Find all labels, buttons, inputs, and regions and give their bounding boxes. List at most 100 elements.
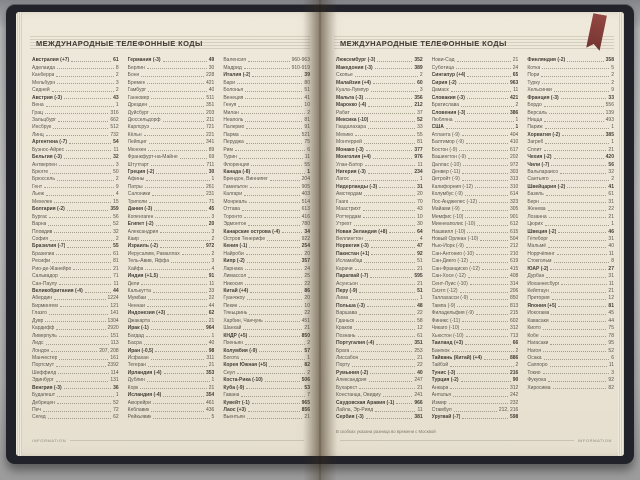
city-code-row: Загреб 1 — [527, 138, 614, 145]
left-page-header: МЕЖДУНАРОДНЫЕ ТЕЛЕФОННЫЕ КОДЫ — [30, 36, 310, 50]
dot-leader — [567, 187, 607, 189]
place-name: Йоханнесбург — [527, 280, 560, 287]
city-code-row: Остров Тенерифе 922 — [223, 235, 310, 242]
dot-leader — [543, 150, 607, 152]
place-name: Сингапур (+4) — [431, 72, 466, 79]
dot-leader — [550, 343, 607, 345]
place-name: Дувр — [32, 317, 44, 324]
place-name: Шеффилд — [32, 369, 57, 376]
city-code-row: Филадельфия (-9) 215 — [432, 309, 519, 316]
city-code-row: Берлин 30 — [128, 63, 215, 71]
phone-code: 31 — [608, 235, 614, 242]
dot-leader — [143, 343, 207, 345]
place-name: Великобритания (-4) — [32, 288, 83, 294]
phone-code: 416 — [301, 213, 310, 220]
place-name: Гвадалахара — [336, 124, 366, 131]
place-name: Гуанчжоу — [223, 295, 245, 302]
phone-code: 966 — [414, 399, 423, 406]
place-name: Анталья — [431, 392, 451, 399]
dot-leader — [549, 113, 604, 115]
place-name: Монреаль — [223, 198, 247, 205]
city-code-row: Любляна 1 — [432, 116, 519, 123]
city-code-row: Сан-Диего (-12) 619 — [432, 257, 519, 264]
dot-leader — [370, 373, 416, 375]
city-code-row: Измир 232 — [432, 398, 519, 406]
city-code-row: Турин 11 — [223, 153, 310, 160]
phone-code: 22 — [417, 362, 423, 369]
city-code-row: Калькутта 33 — [128, 287, 215, 294]
city-code-row: Монтеррей 81 — [336, 138, 423, 145]
city-code-row: Пекин 10 — [223, 301, 310, 309]
place-name: Венгрия (-3) — [32, 384, 62, 391]
country-code-row: Ливан (-2)961 — [223, 420, 310, 423]
place-name: Македония (-3) — [336, 64, 373, 71]
city-code-row: Тегеран 21 — [128, 361, 215, 368]
dot-leader — [53, 127, 109, 129]
place-name: Калифорния (-12) — [431, 183, 473, 190]
place-name: Суботица — [431, 64, 455, 71]
place-name: Атланта (-9) — [431, 131, 460, 138]
place-name: Иокогама — [527, 310, 550, 317]
phone-code: 10 — [417, 213, 423, 220]
city-code-row: Сан-Паулу 11 — [32, 279, 119, 287]
dot-leader — [377, 61, 413, 63]
phone-code: 314 — [509, 280, 519, 287]
country-code-row: Германия (-3) 49 — [128, 56, 215, 63]
place-name: Сан-Паулу — [32, 280, 57, 287]
phone-code: 61 — [113, 57, 119, 64]
dot-leader — [453, 395, 508, 397]
dot-leader — [460, 380, 511, 382]
country-code-row: Люксембург (-3) 352 — [336, 56, 423, 63]
phone-code: 121 — [110, 302, 119, 309]
dot-leader — [543, 105, 604, 107]
codes-column-2: Германия (-3) 49 Берлин 30 Бонн 228 Бремен 421 Г… — [128, 56, 215, 422]
phone-code: 1224 — [107, 295, 119, 302]
city-code-row: Вашингтон (-9) 202 — [432, 153, 519, 160]
dot-leader — [248, 276, 303, 278]
city-code-row: Токио 3 — [527, 368, 614, 376]
place-name: Сан-Диего (-12) — [431, 258, 468, 265]
dot-leader — [469, 284, 508, 286]
dot-leader — [162, 120, 205, 122]
phone-code: 1 — [307, 354, 310, 361]
dot-leader — [544, 224, 610, 226]
city-code-row: Вена 1 — [32, 101, 119, 108]
dot-leader — [238, 105, 303, 107]
city-code-row: Краков 12 — [336, 324, 423, 331]
dot-leader — [148, 299, 207, 301]
place-name: Ларнака — [223, 265, 243, 272]
country-code-row: Исландия (-4) 354 — [128, 391, 215, 398]
place-name: Цюрих — [527, 221, 543, 228]
dot-leader — [247, 418, 303, 420]
place-name: Турку — [527, 79, 541, 86]
place-name: Познань — [336, 332, 356, 339]
dot-leader — [249, 246, 300, 248]
place-name: Мельбурн — [32, 79, 56, 86]
city-code-row: Дрезден 351 — [128, 101, 215, 108]
dot-leader — [55, 380, 109, 382]
right-page-stack-edge — [618, 12, 624, 456]
dot-leader — [475, 313, 508, 315]
place-name: Лидс — [32, 340, 44, 347]
dot-leader — [252, 172, 306, 174]
place-name: Сент-Луис (-10) — [431, 280, 468, 287]
city-code-row: Утрехт 30 — [336, 220, 423, 227]
dot-leader — [462, 165, 508, 167]
phone-code: 30 — [208, 64, 215, 71]
phone-code: 351 — [414, 340, 423, 347]
dot-leader — [250, 291, 303, 293]
place-name: Неаполь — [223, 116, 244, 123]
dot-leader — [362, 217, 416, 219]
phone-code: 204 — [301, 176, 310, 183]
phone-code: 15 — [113, 198, 119, 205]
phone-code: 451 — [301, 317, 310, 324]
phone-code: 21 — [417, 384, 423, 391]
city-code-row: Веллингтон 4 — [336, 235, 423, 242]
city-code-row: Дебрецен 52 — [32, 398, 119, 406]
city-code-row: Кеблавик 436 — [128, 406, 215, 413]
phone-code: 36 — [113, 384, 119, 391]
country-code-row: Израиль (-2) 972 — [128, 242, 215, 249]
place-name: Малайзия (+4) — [336, 79, 371, 86]
phone-code: 21 — [304, 325, 310, 332]
place-name: Мексика (-10) — [336, 116, 369, 123]
